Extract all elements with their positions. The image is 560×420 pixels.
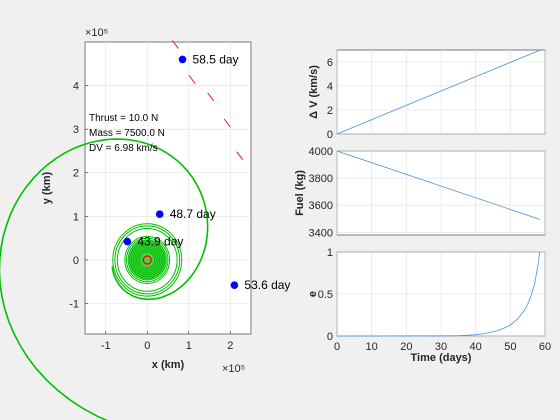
x-tick-label: 60 xyxy=(539,341,551,353)
thrust-arrow xyxy=(207,92,215,102)
time-marker-label: 43.9 day xyxy=(137,235,183,249)
orbit-x-tick-label: -1 xyxy=(101,340,111,352)
y-tick-label: 3800 xyxy=(309,173,333,185)
position-markers: 58.5 day 48.7 day 43.9 day 53.6 day xyxy=(123,52,290,292)
eccentricity-tick-labels: 00.510 10 20 30 40 50 60 xyxy=(318,247,551,353)
y-tick-label: 4000 xyxy=(309,146,333,158)
fuel-series xyxy=(336,150,540,220)
y-tick-label: 4 xyxy=(327,81,333,93)
orbit-y-exponent: ×10⁵ xyxy=(85,27,108,39)
thrust-arrow xyxy=(188,75,196,84)
orbit-x-tick-label: 2 xyxy=(227,340,233,352)
series-line xyxy=(336,49,540,135)
central-body xyxy=(142,255,152,265)
orbit-y-tick-label: 2 xyxy=(73,168,79,180)
time-marker-label: 53.6 day xyxy=(244,278,290,292)
trajectory-group xyxy=(0,138,209,420)
trajectory-loop xyxy=(112,223,183,297)
eccentricity-series xyxy=(336,251,541,337)
y-tick-label: 0.5 xyxy=(318,289,333,301)
orbit-y-axis-label: y (km) xyxy=(41,171,53,204)
time-marker xyxy=(123,237,132,246)
x-tick-label: 20 xyxy=(400,341,412,353)
time-marker xyxy=(230,281,239,289)
y-tick-label: 1 xyxy=(327,247,333,259)
y-tick-label: 6 xyxy=(327,57,333,69)
x-tick-label: 50 xyxy=(504,341,516,353)
orbit-y-tick-label: 4 xyxy=(73,81,79,93)
orbit-y-tick-label: 1 xyxy=(73,211,79,223)
orbit-x-tick-label: 1 xyxy=(186,340,192,352)
trajectory-ring xyxy=(126,237,169,283)
y-tick-label: 2 xyxy=(327,105,333,117)
series-line xyxy=(336,150,540,220)
fuel-tick-labels: 3400 3600 3800 4000 xyxy=(309,146,333,239)
y-tick-label: 0 xyxy=(327,129,333,141)
delta-v-series xyxy=(336,49,540,135)
time-marker-label: 58.5 day xyxy=(193,52,239,66)
info-thrust: Thrust = 10.0 N xyxy=(89,113,158,124)
trajectory-ring xyxy=(127,239,167,281)
time-marker-label: 48.7 day xyxy=(170,207,216,221)
thrust-arrows xyxy=(172,40,244,160)
orbit-x-tick-label: 0 xyxy=(144,340,150,352)
x-tick-label: 10 xyxy=(366,341,378,353)
trajectory-ring xyxy=(124,235,171,284)
eccentricity-plot: 00.510 10 20 30 40 50 60 e Time (days) xyxy=(307,247,551,364)
x-tick-label: 0 xyxy=(334,341,340,353)
trajectory-loop xyxy=(116,228,178,292)
time-marker xyxy=(178,55,187,64)
orbit-y-tick-label: -1 xyxy=(69,298,79,310)
time-x-axis-label: Time (days) xyxy=(411,352,472,364)
info-dv: DV = 6.98 km/s xyxy=(89,143,158,154)
delta-v-plot: 0 2 4 6 Δ V (km/s) xyxy=(308,49,546,141)
x-tick-label: 40 xyxy=(470,341,482,353)
delta-v-tick-labels: 0 2 4 6 xyxy=(327,57,333,141)
time-marker xyxy=(155,210,164,218)
orbit-axes-box xyxy=(84,41,252,335)
thrust-arrow xyxy=(223,118,231,128)
orbit-tick-labels: -1 0 1 2 -1 0 1 2 3 4 xyxy=(69,81,233,352)
thrust-arrow xyxy=(236,151,244,160)
fuel-plot: 3400 3600 3800 4000 Fuel (kg) xyxy=(294,146,546,239)
orbit-y-tick-label: 3 xyxy=(73,124,79,136)
y-tick-label: 3400 xyxy=(309,227,333,239)
eccentricity-y-axis-label: e xyxy=(307,291,319,297)
series-line xyxy=(336,251,541,337)
y-tick-label: 0 xyxy=(327,331,333,343)
orbit-x-exponent: ×10⁵ xyxy=(222,363,245,375)
x-tick-label: 30 xyxy=(435,341,447,353)
y-tick-label: 3600 xyxy=(309,200,333,212)
thrust-arrow xyxy=(172,40,179,49)
orbit-x-axis-label: x (km) xyxy=(152,359,185,371)
orbit-grid xyxy=(85,42,251,334)
fuel-y-axis-label: Fuel (kg) xyxy=(294,170,306,216)
trajectory-loop xyxy=(114,225,181,295)
info-mass: Mass = 7500.0 N xyxy=(89,128,165,139)
trajectory-core xyxy=(128,240,166,280)
delta-v-y-axis-label: Δ V (km/s) xyxy=(308,65,320,119)
trajectory-spiral xyxy=(0,138,209,420)
fuel-grid xyxy=(336,150,546,235)
orbit-y-tick-label: 0 xyxy=(73,255,79,267)
